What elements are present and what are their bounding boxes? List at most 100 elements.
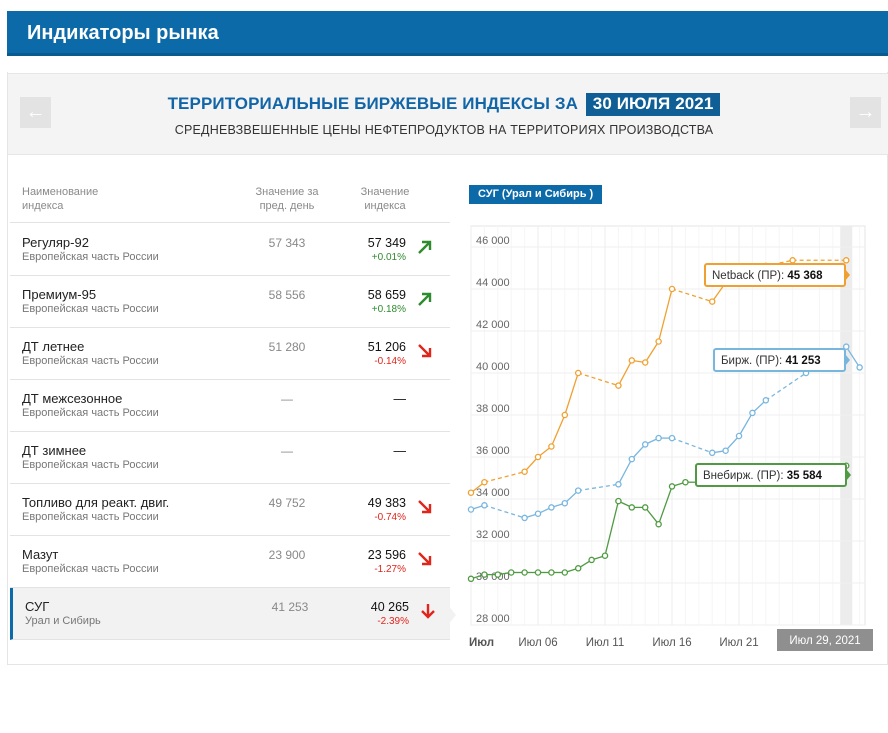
series-segment (765, 372, 807, 401)
data-point (641, 441, 649, 448)
data-point (655, 338, 662, 345)
table-header: Наименование индекса Значение за пред. д… (10, 175, 450, 223)
previous-value: 51 280 (268, 340, 306, 354)
header-title: Индикаторы рынка (27, 22, 219, 44)
series-segment (604, 500, 620, 556)
data-point (534, 569, 542, 576)
current-value: — (393, 444, 407, 458)
arrow-down-right-icon (418, 552, 432, 566)
column-header-current: Значение индекса (360, 186, 410, 212)
crosshair-label-box (777, 629, 873, 651)
panel-subtitle: СРЕДНЕВЗВЕШЕННЫЕ ЦЕНЫ НЕФТЕПРОДУКТОВ НА … (174, 123, 714, 137)
previous-value: 41 253 (271, 600, 309, 614)
index-name: ДТ межсезонное (22, 391, 123, 406)
data-point (789, 257, 796, 264)
current-value: 58 659 (367, 288, 406, 302)
data-point (615, 382, 622, 389)
table-row[interactable]: Топливо для реакт. двиг. Европейская част… (10, 484, 450, 536)
arrow-down-right-icon (418, 500, 432, 514)
chart-tag: СУГ (Урал и Сибирь ) (469, 185, 603, 204)
y-tick-label: 28 000 (476, 613, 510, 625)
y-tick-label: 42 000 (476, 319, 510, 331)
table-row[interactable]: Мазут Европейская часть России 23 900 23 59… (10, 536, 450, 588)
arrow-up-right-icon (418, 240, 432, 254)
current-value: 40 265 (370, 600, 409, 614)
y-tick-label: 36 000 (476, 445, 510, 457)
index-region: Европейская часть России (22, 459, 159, 471)
previous-value: 58 556 (268, 288, 306, 302)
current-value: 49 383 (367, 496, 406, 510)
data-point (521, 514, 528, 522)
data-point (601, 552, 609, 559)
series-segment (550, 414, 566, 447)
tooltip-label: Бирж. (ПР): 41 253 (721, 355, 821, 367)
series-segment (631, 443, 646, 460)
tooltip-pointer (845, 354, 850, 366)
series-segment (657, 288, 673, 342)
index-region: Европейская часть России (22, 511, 159, 523)
index-region: Европейская часть России (22, 303, 159, 315)
next-date-button[interactable]: → (850, 97, 881, 128)
table-row[interactable]: ДТ межсезонное Европейская часть России — — (10, 380, 450, 432)
data-point (628, 504, 636, 511)
index-name: СУГ (25, 599, 50, 614)
data-point (561, 411, 569, 419)
data-point (481, 502, 488, 509)
crosshair-band (840, 226, 853, 625)
active-row-pointer (448, 605, 456, 625)
index-region: Урал и Сибирь (25, 615, 101, 627)
index-region: Европейская часть России (22, 251, 159, 263)
column-header-prev: Значение за пред. день (255, 186, 319, 212)
index-name: ДТ зимнее (22, 443, 87, 458)
tooltip-value: 41 253 (785, 355, 820, 367)
series-segment (617, 360, 633, 386)
data-point (722, 447, 729, 454)
data-point (708, 449, 716, 457)
series-segment (578, 372, 619, 387)
index-name: Премиум-95 (22, 287, 97, 302)
previous-value: — (281, 444, 293, 458)
x-tick-label: Июл (469, 637, 494, 649)
previous-value: 23 900 (268, 548, 306, 562)
table-row[interactable]: ДТ зимнее Европейская часть России — — (10, 432, 450, 484)
previous-value: 57 343 (268, 236, 306, 250)
data-point (507, 569, 515, 576)
data-point (467, 489, 475, 496)
panel-title: ТЕРРИТОРИАЛЬНЫЕ БИРЖЕВЫЕ ИНДЕКСЫ ЗА 30 И… (0, 93, 888, 116)
table-row[interactable]: СУГ Урал и Сибирь 41 253 40 265 -2.39% (10, 588, 450, 640)
data-point (481, 571, 488, 578)
data-point (682, 478, 689, 486)
current-value: 23 596 (367, 548, 406, 562)
series-segment (845, 346, 861, 368)
series-tooltip: Бирж. (ПР): 41 253 (713, 348, 850, 372)
data-point (615, 481, 622, 488)
x-tick-label: Июл 06 (518, 637, 557, 649)
series-tooltip: Netback (ПР): 45 368 (704, 263, 850, 287)
series-segment (725, 435, 740, 452)
index-name: Мазут (22, 547, 59, 562)
tooltip-pointer (846, 469, 851, 481)
data-point (655, 520, 662, 528)
y-tick-label: 38 000 (476, 403, 510, 415)
data-point (548, 569, 555, 576)
data-point (842, 343, 850, 350)
data-point (574, 565, 582, 572)
table-row[interactable]: Премиум-95 Европейская часть России 58 556… (10, 276, 450, 328)
data-point (668, 285, 676, 293)
current-value: — (393, 392, 407, 406)
y-tick-label: 32 000 (476, 529, 510, 541)
crosshair-label: Июл 29, 2021 (789, 635, 860, 647)
table-row[interactable]: Регуляр-92 Европейская часть России 57 343… (10, 224, 450, 276)
tooltip-value: 35 584 (787, 470, 823, 482)
tooltip-label: Внебирж. (ПР): 35 584 (703, 470, 823, 482)
market-indicators-header: Индикаторы рынка (7, 11, 888, 56)
prev-date-button[interactable]: ← (20, 97, 51, 128)
x-tick-label: Июл 21 (719, 637, 758, 649)
data-point (856, 364, 863, 371)
table-row[interactable]: ДТ летнее Европейская часть России 51 280 5… (10, 328, 450, 380)
arrow-right-icon: → (855, 101, 876, 123)
y-tick-label: 34 000 (476, 487, 510, 499)
current-value: 51 206 (367, 340, 406, 354)
data-point (655, 434, 662, 442)
previous-value: 49 752 (268, 496, 306, 510)
